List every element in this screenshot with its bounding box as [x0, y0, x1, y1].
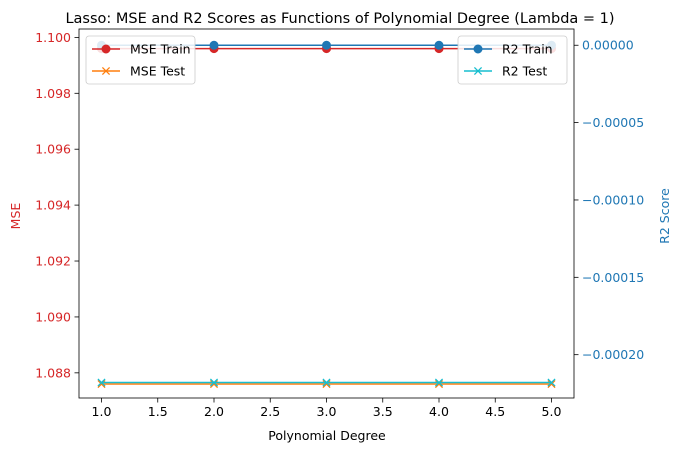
right-y-tick-label: 0.00000 [582, 38, 634, 53]
plot-area: 1.0 1.5 2.0 2.5 3.0 3.5 4.0 4.5 5.0 1.088 1.090 1.0… [35, 28, 644, 419]
legend-item: MSE Test [92, 64, 185, 79]
left-y-tick-label: 1.096 [35, 142, 71, 157]
legend-box [457, 35, 568, 85]
chart-title: Lasso: MSE and R2 Scores as Functions of… [65, 11, 614, 27]
right-y-tick-label: −0.00010 [582, 192, 644, 207]
left-y-tick-label: 1.094 [35, 198, 71, 213]
legend-label: R2 Test [502, 64, 547, 79]
x-axis-label: Polynomial Degree [268, 428, 386, 443]
data-point [322, 40, 331, 50]
data-point [209, 379, 219, 389]
right-y-axis-label: R2 Score [657, 188, 672, 244]
legend-marker [473, 44, 483, 54]
left-y-axis-label: MSE [8, 203, 23, 230]
data-point [209, 40, 219, 50]
data-point [434, 378, 444, 387]
left-y-tick-label: 1.092 [35, 254, 71, 269]
legend-label: MSE Test [130, 64, 185, 79]
left-y-tick-label: 1.098 [35, 86, 71, 101]
left-y-tick-label: 1.100 [35, 30, 71, 45]
legend-item: R2 Train [464, 42, 553, 57]
legend-marker [473, 66, 483, 76]
legend-item: R2 Test [464, 64, 547, 79]
left-y-tick-label: 1.088 [35, 365, 71, 380]
right-y-tick-label: −0.00020 [582, 347, 644, 362]
legend-box [85, 35, 196, 85]
right-y-tick-label: −0.00005 [582, 115, 644, 130]
legend-label: MSE Train [130, 42, 191, 57]
legend-marker [101, 44, 111, 54]
data-point [547, 379, 556, 389]
data-point [547, 378, 556, 387]
x-tick-label: 1.5 [148, 404, 168, 419]
x-tick-label: 2.0 [204, 404, 224, 419]
x-tick-label: 4.5 [485, 404, 505, 419]
legend-item: MSE Train [92, 42, 191, 57]
x-tick-label: 2.5 [260, 404, 280, 419]
data-point [97, 379, 106, 389]
legend-label: R2 Train [502, 42, 553, 57]
series-r2-test [97, 378, 556, 387]
left-y-tick-label: 1.090 [35, 309, 71, 324]
x-tick-label: 3.5 [373, 404, 393, 419]
data-point [97, 378, 106, 387]
legend-upper-left: MSE Train MSE Test [85, 35, 196, 85]
right-y-tick-label: −0.00015 [582, 270, 644, 285]
series-mse-test [97, 379, 556, 389]
data-point [434, 40, 444, 50]
x-tick-label: 5.0 [542, 404, 562, 419]
legend-upper-right: R2 Train R2 Test [457, 35, 568, 85]
legend-marker [101, 66, 111, 76]
x-tick-label: 4.0 [429, 404, 449, 419]
data-point [322, 379, 331, 389]
data-point [434, 379, 444, 389]
data-point [209, 378, 219, 387]
data-point [322, 378, 331, 387]
x-tick-label: 1.0 [92, 404, 112, 419]
x-tick-label: 3.0 [317, 404, 337, 419]
